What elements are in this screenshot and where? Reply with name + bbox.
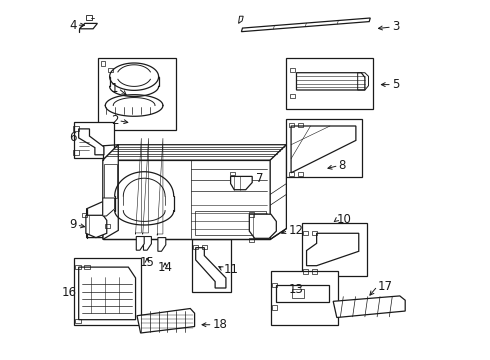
Text: 18: 18: [213, 318, 227, 331]
Polygon shape: [307, 233, 359, 266]
Text: 16: 16: [62, 286, 76, 299]
Bar: [74, 258, 141, 325]
Text: 9: 9: [69, 219, 76, 231]
Polygon shape: [270, 145, 286, 239]
Polygon shape: [103, 160, 270, 239]
Polygon shape: [79, 267, 136, 320]
Bar: [302, 223, 367, 276]
Text: 17: 17: [377, 280, 392, 293]
Text: 13: 13: [289, 283, 304, 296]
Polygon shape: [79, 129, 104, 155]
Polygon shape: [103, 145, 286, 160]
Polygon shape: [79, 23, 98, 29]
Text: 2: 2: [111, 114, 118, 127]
Polygon shape: [333, 296, 405, 318]
Bar: [74, 122, 114, 158]
Text: 11: 11: [223, 263, 239, 276]
Polygon shape: [87, 202, 103, 238]
Text: 8: 8: [339, 159, 346, 172]
Polygon shape: [231, 176, 252, 190]
Text: 12: 12: [288, 224, 303, 237]
Polygon shape: [196, 248, 226, 288]
Text: 5: 5: [392, 78, 399, 91]
Text: 6: 6: [69, 131, 76, 144]
Polygon shape: [296, 73, 365, 90]
Polygon shape: [275, 285, 329, 302]
Polygon shape: [144, 237, 151, 250]
Polygon shape: [242, 18, 370, 32]
Polygon shape: [136, 237, 144, 250]
Text: 4: 4: [69, 19, 76, 32]
Polygon shape: [103, 198, 115, 216]
Bar: [286, 119, 362, 177]
Text: 10: 10: [337, 213, 352, 226]
Text: 3: 3: [392, 21, 399, 33]
Polygon shape: [249, 214, 276, 238]
Bar: [271, 271, 338, 325]
Bar: [98, 58, 175, 130]
Text: 1: 1: [111, 82, 118, 95]
Bar: [286, 58, 373, 109]
Polygon shape: [137, 309, 195, 333]
Text: 15: 15: [140, 256, 154, 269]
Polygon shape: [103, 145, 118, 239]
Bar: [192, 239, 231, 292]
Text: 7: 7: [256, 172, 263, 185]
Polygon shape: [86, 215, 107, 238]
Text: 14: 14: [158, 261, 172, 274]
Polygon shape: [158, 238, 166, 251]
Polygon shape: [291, 126, 356, 173]
